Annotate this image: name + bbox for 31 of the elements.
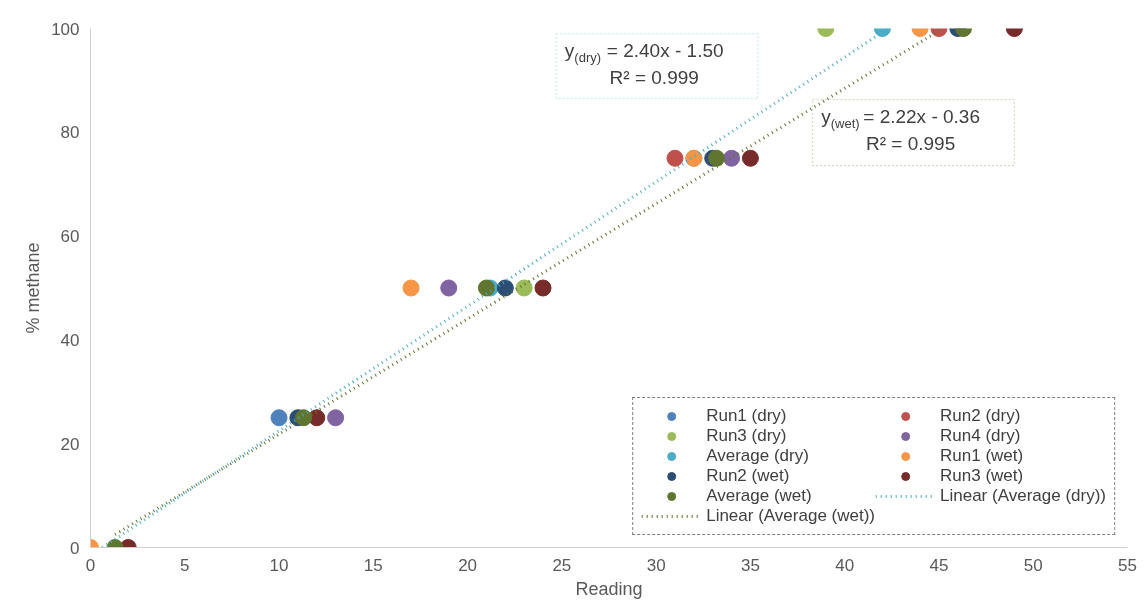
y-tick-label: 40 bbox=[60, 330, 80, 350]
x-tick-label: 35 bbox=[740, 555, 760, 575]
y-tick-label: 80 bbox=[60, 123, 80, 143]
x-tick-label: 50 bbox=[1023, 555, 1043, 575]
x-tick-label: 45 bbox=[929, 555, 949, 575]
legend-label: Run1 (dry) bbox=[706, 406, 787, 426]
y-tick-label: 60 bbox=[60, 227, 80, 247]
legend-label: Run2 (wet) bbox=[706, 466, 790, 486]
x-tick-label: 0 bbox=[85, 555, 96, 575]
legend-label: Linear (Average (wet)) bbox=[706, 506, 876, 526]
y-tick-label: 20 bbox=[60, 434, 80, 454]
y-tick-label: 0 bbox=[70, 538, 80, 558]
legend-label: Run3 (dry) bbox=[706, 426, 787, 446]
legend-label: Linear (Average (dry)) bbox=[940, 486, 1106, 506]
x-tick-label: 15 bbox=[363, 555, 383, 575]
legend-label: Run2 (dry) bbox=[940, 406, 1021, 426]
legend-label: Run3 (wet) bbox=[940, 466, 1024, 486]
legend-label: Run4 (dry) bbox=[940, 426, 1021, 446]
x-axis-title: Reading bbox=[575, 578, 643, 599]
x-tick-label: 25 bbox=[552, 555, 572, 575]
x-tick-label: 10 bbox=[269, 555, 289, 575]
legend-label: Average (dry) bbox=[706, 446, 809, 466]
x-tick-label: 55 bbox=[1118, 555, 1137, 575]
legend-label: Average (wet) bbox=[706, 486, 812, 506]
legend-label: Run1 (wet) bbox=[940, 446, 1024, 466]
x-tick-label: 20 bbox=[458, 555, 478, 575]
y-axis-title: % methane bbox=[23, 242, 44, 334]
x-tick-label: 5 bbox=[180, 555, 190, 575]
x-tick-label: 40 bbox=[835, 555, 855, 575]
x-tick-label: 30 bbox=[646, 555, 666, 575]
y-tick-label: 100 bbox=[51, 19, 80, 39]
